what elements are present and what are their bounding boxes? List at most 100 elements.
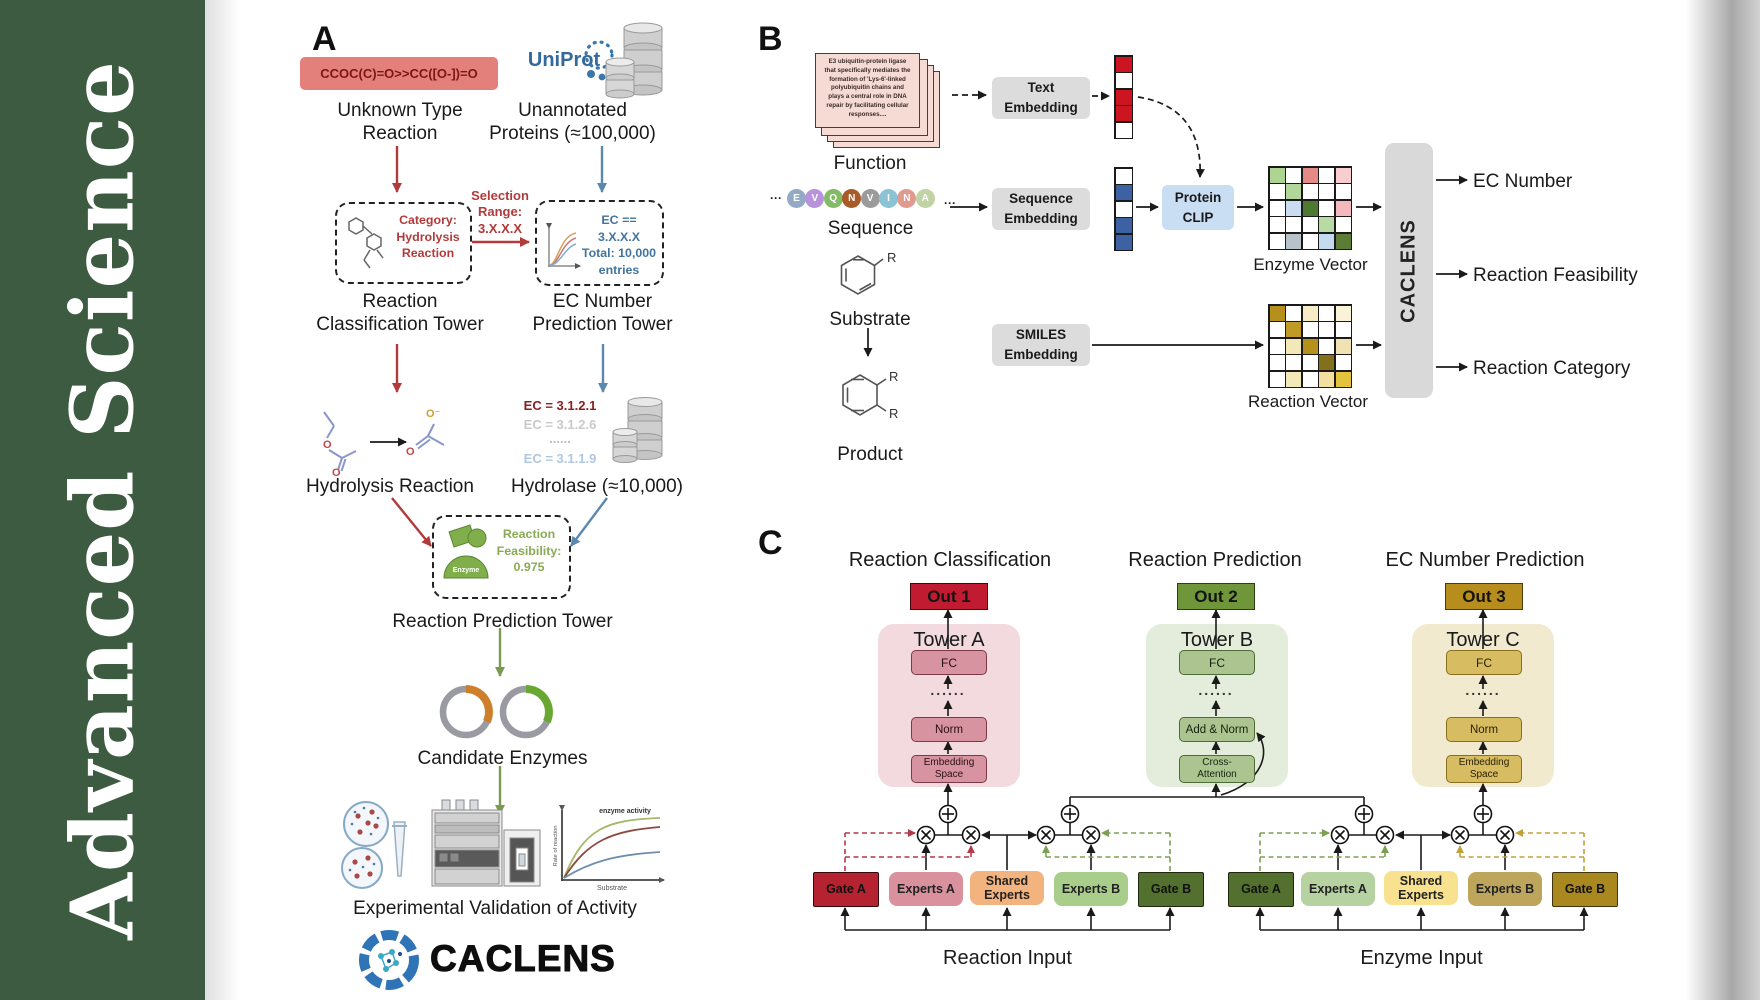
matrix-cell [1319,305,1334,321]
header-reaction-classification: Reaction Classification [848,549,1052,571]
matrix-cell [1286,305,1301,321]
matrix-cell [1335,167,1351,183]
unknown-reaction-label: Unknown Type Reaction [337,100,463,145]
ec-dashed-box [535,200,664,286]
svg-text:O: O [406,446,415,458]
tower-b-cross-attention: Cross- Attention [1179,755,1255,783]
uniprot-dots-icon [584,40,614,81]
moe1-experts-b: Experts B [1054,872,1128,906]
moe2-gate-a: Gate A [1228,872,1294,907]
text-embedding-box: Text Embedding [992,77,1090,119]
enzyme-vector-matrix [1268,166,1352,250]
matrix-cell [1335,200,1351,216]
output-reaction-category: Reaction Category [1473,358,1631,379]
matrix-cell [1286,322,1301,337]
matrix-cell [1302,167,1318,183]
matrix-cell [1286,167,1301,183]
reaction-input-label: Reaction Input [943,947,1072,969]
svg-text:enzyme activity: enzyme activity [599,808,651,815]
vector-cell [1115,168,1132,184]
experimental-validation-label: Experimental Validation of Activity [353,898,637,919]
enzyme-input-label: Enzyme Input [1360,947,1483,969]
vector-cell [1115,106,1132,121]
substrate-molecule-icon: R [840,250,896,295]
panel-a-label: A [312,20,337,58]
residue-circle: N [842,189,862,208]
svg-text:Enzyme: Enzyme [453,567,480,574]
panel-c-label: C [758,524,783,562]
tower-c-dots: ...... [1465,682,1501,698]
unannotated-proteins-label: Unannotated Proteins (≈100,000) [489,100,656,145]
vector-cell [1115,122,1132,138]
matrix-cell [1335,322,1351,337]
matrix-cell [1269,355,1285,370]
vector-cell [1115,89,1132,105]
matrix-cell [1286,355,1301,370]
moe2-experts-a: Experts A [1301,872,1375,906]
header-reaction-prediction: Reaction Prediction [1128,549,1302,571]
matrix-cell [1302,305,1318,321]
tower-c-norm: Norm [1446,717,1522,742]
matrix-cell [1269,233,1285,249]
sequence-label: Sequence [827,218,914,239]
tower-a-fc: FC [911,650,987,675]
matrix-cell [1319,217,1334,232]
curves-plot-icon [546,223,581,269]
matrix-cell [1302,371,1318,387]
ellipsis-left: ··· [770,191,782,205]
candidate-enzymes-label: Candidate Enzymes [417,748,588,769]
database-icon [612,397,663,463]
matrix-cell [1319,355,1334,370]
matrix-cell [1319,322,1334,337]
times-node-icon [916,825,1515,845]
category-hydrolysis-label: Category: Hydrolysis Reaction [396,213,460,261]
svg-text:Rate of reaction: Rate of reaction [553,826,559,867]
caclens-model-bar: CACLENS [1385,143,1433,398]
moe2-shared-experts: Shared Experts [1384,871,1458,905]
reaction-vector-label: Reaction Vector [1247,392,1368,411]
matrix-cell [1269,371,1285,387]
reaction-classification-tower-label: Reaction Classification Tower [316,291,484,336]
tower-b-dots: ...... [1198,682,1234,698]
matrix-cell [1286,371,1301,387]
ec-total-label: EC == 3.X.X.X Total: 10,000 entries [581,213,657,278]
substrate-label: Substrate [829,309,911,330]
ec-item: EC = 3.1.1.9 [523,451,597,466]
reaction-feasibility-value: Reaction Feasibility: 0.975 [496,527,562,575]
residue-circle: Q [823,189,843,208]
kinetics-graph-icon: enzyme activity Rate of reaction Substra… [553,805,665,892]
product-label: Product [837,444,903,465]
residue-circle: N [897,189,917,208]
svg-text:R: R [889,406,898,421]
matrix-cell [1319,184,1334,199]
hplc-instrument-icon [431,799,541,887]
text-embedding-vector [1114,55,1133,139]
smiles-embedding-box: SMILES Embedding [992,324,1090,366]
matrix-cell [1302,200,1318,216]
molecule-sketch-icon [348,217,384,269]
product-molecule-icon: R R [842,369,898,421]
database-icon [605,22,663,99]
matrix-cell [1269,200,1285,216]
residue-circle: I [879,189,898,208]
matrix-cell [1286,233,1301,249]
experiment-icons: enzyme activity Rate of reaction Substra… [341,799,665,892]
residue-circle: A [915,189,935,208]
matrix-cell [1302,217,1318,232]
plus-node-icon [938,804,1493,824]
moe1-gate-a: Gate A [813,872,879,907]
matrix-cell [1286,217,1301,232]
reaction-prediction-tower-label: Reaction Prediction Tower [392,611,613,632]
matrix-cell [1335,217,1351,232]
residue-circle: E [787,189,806,208]
output-reaction-feasibility: Reaction Feasibility [1473,265,1638,286]
matrix-cell [1302,184,1318,199]
tower-a-title: Tower A [913,629,985,651]
right-edge-shade [1686,0,1760,1000]
out3-box: Out 3 [1445,583,1523,610]
moe2-experts-b: Experts B [1468,872,1542,906]
out2-box: Out 2 [1177,583,1255,610]
uniprot-logo: UniProt [527,49,601,71]
matrix-cell [1335,233,1351,249]
hydrolysis-reaction-icon: O O O⁻ O [323,408,445,476]
